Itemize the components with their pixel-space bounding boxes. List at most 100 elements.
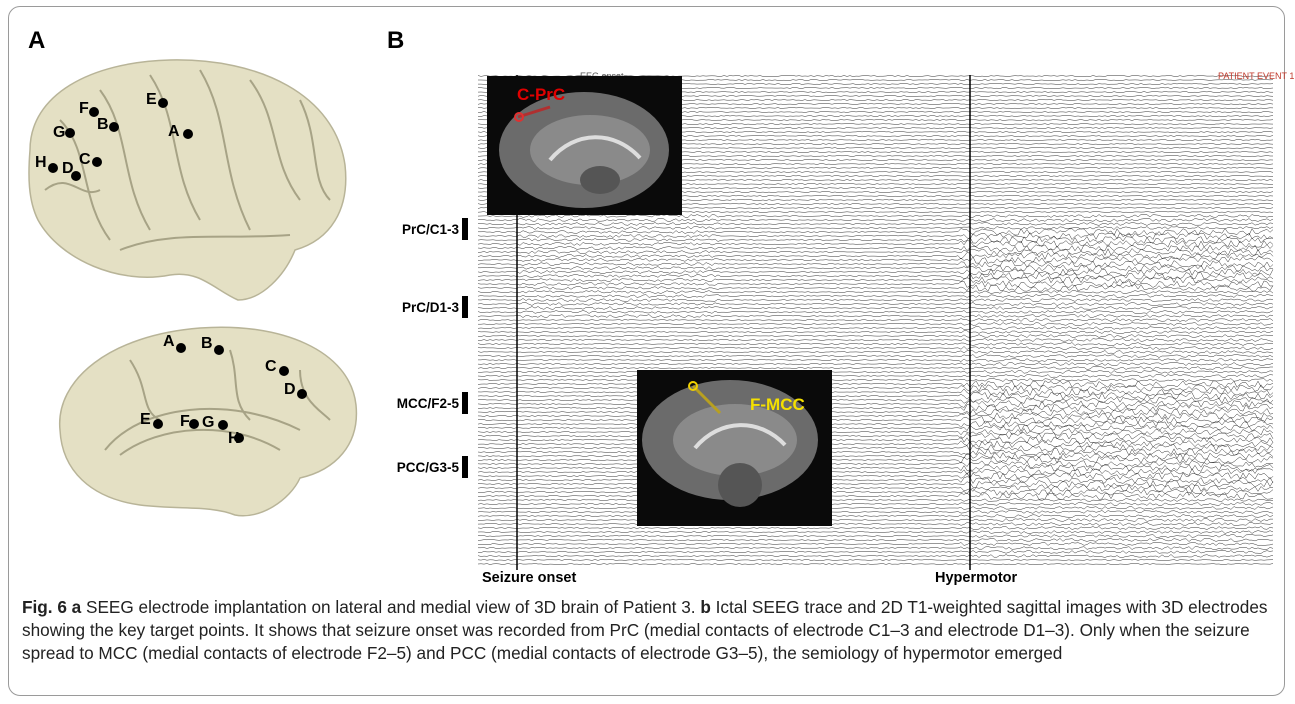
- caption-label: b: [700, 597, 711, 617]
- electrode-label: C: [265, 358, 277, 375]
- electrode-dot: [279, 366, 289, 376]
- trace: [478, 381, 1273, 388]
- trace: [478, 535, 1273, 538]
- trace: [478, 539, 1273, 542]
- caption-figure: Fig. 6: [22, 597, 67, 617]
- event-marker: PATIENT EVENT 1: [1218, 71, 1294, 81]
- electrode-label: C: [79, 151, 91, 168]
- channel-group-label: PrC/C1-3: [402, 222, 460, 237]
- trace: [478, 405, 1273, 412]
- trace: [478, 253, 1273, 260]
- electrode-dot: [158, 98, 168, 108]
- electrode-dot: [189, 419, 199, 429]
- trace: [478, 315, 1273, 318]
- electrode-dot: [234, 433, 244, 443]
- trace: [478, 335, 1273, 338]
- trace: [478, 359, 1273, 362]
- trace: [478, 489, 1273, 496]
- trace: [478, 523, 1273, 526]
- trace: [478, 413, 1273, 420]
- caption: Fig. 6 a SEEG electrode implantation on …: [22, 596, 1277, 665]
- trace: [478, 311, 1273, 314]
- trace: [478, 371, 1273, 374]
- trace: [478, 433, 1273, 440]
- trace: [478, 401, 1273, 408]
- trace: [478, 363, 1273, 366]
- electrode-dot: [48, 163, 58, 173]
- inset-label: F-MCC: [750, 395, 805, 414]
- electrode-label: B: [97, 116, 109, 133]
- channel-group-bar: [462, 392, 468, 414]
- trace: [478, 347, 1273, 350]
- trace: [478, 445, 1273, 452]
- trace: [478, 421, 1273, 428]
- electrode-dot: [71, 171, 81, 181]
- trace: [478, 503, 1273, 506]
- panel-label: B: [387, 27, 404, 54]
- trace: [478, 227, 1273, 230]
- trace: [478, 269, 1273, 276]
- trace: [478, 531, 1273, 534]
- trace: [478, 273, 1273, 280]
- electrode-dot: [214, 345, 224, 355]
- trace: [478, 453, 1273, 460]
- trace: [478, 323, 1273, 326]
- figure-art: A B PATIENT EVENT 1 EEG onset C-PrC F-MC…: [0, 0, 1295, 590]
- mri-inset-bottom: F-MCC: [637, 370, 832, 526]
- trace: [478, 331, 1273, 334]
- trace: [478, 527, 1273, 530]
- trace: [478, 457, 1273, 464]
- channel-group-bar: [462, 218, 468, 240]
- trace: [478, 499, 1273, 502]
- trace: [478, 319, 1273, 322]
- electrode-label: F: [180, 413, 190, 430]
- electrode-label: H: [35, 154, 47, 171]
- trace: [478, 233, 1273, 240]
- trace: [478, 437, 1273, 444]
- trace: [478, 299, 1273, 302]
- inset-label: C-PrC: [517, 85, 565, 104]
- electrode-label: A: [163, 333, 175, 350]
- electrode-dot: [92, 157, 102, 167]
- electrode-dot: [65, 128, 75, 138]
- trace: [478, 223, 1273, 226]
- trace: [478, 339, 1273, 342]
- trace: [478, 355, 1273, 358]
- trace: [478, 343, 1273, 346]
- electrode-label: E: [140, 411, 151, 428]
- figure: A B PATIENT EVENT 1 EEG onset C-PrC F-MC…: [0, 0, 1295, 704]
- trace: [478, 367, 1273, 370]
- trace: [478, 551, 1273, 554]
- trace: [478, 265, 1273, 272]
- trace: [478, 441, 1273, 448]
- electrode-label: B: [201, 335, 213, 352]
- trace: [478, 507, 1273, 510]
- channel-group-label: PCC/G3-5: [397, 460, 460, 475]
- trace: [478, 461, 1273, 468]
- trace: [478, 543, 1273, 546]
- electrode-dot: [183, 129, 193, 139]
- electrode-label: F: [79, 100, 89, 117]
- electrode-label: D: [284, 381, 296, 398]
- channel-group-bar: [462, 296, 468, 318]
- caption-label: a: [72, 597, 82, 617]
- channel-group-label: MCC/F2-5: [397, 396, 460, 411]
- trace: [478, 375, 1273, 378]
- trace: [478, 449, 1273, 456]
- trace: [478, 493, 1273, 500]
- trace: [478, 219, 1273, 222]
- channel-group-label: PrC/D1-3: [402, 300, 460, 315]
- trace: [478, 229, 1273, 236]
- trace: [478, 277, 1273, 284]
- trace: [478, 465, 1273, 472]
- trace: [478, 389, 1273, 396]
- trace: [478, 547, 1273, 550]
- electrode-dot: [218, 420, 228, 430]
- trace: [478, 295, 1273, 298]
- trace: [478, 303, 1273, 306]
- trace: [478, 560, 1273, 561]
- trace: [478, 425, 1273, 432]
- trace: [478, 409, 1273, 416]
- trace: [478, 291, 1273, 294]
- electrode-dot: [297, 389, 307, 399]
